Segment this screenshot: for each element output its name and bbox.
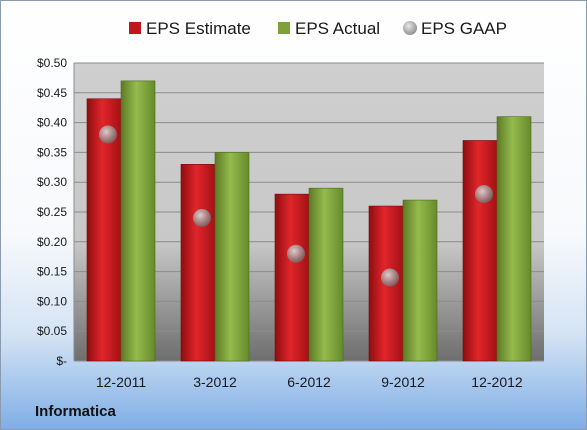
y-tick-label: $0.30 [37,175,67,189]
y-tick-label: $0.05 [37,324,67,338]
marker-eps-gaap-12-2012 [475,185,493,204]
y-tick-label: $0.40 [37,116,67,130]
bar-eps-actual-3-2012 [214,152,250,362]
x-tick-label: 12-2011 [96,374,147,390]
company-name: Informatica [35,403,116,420]
y-tick-label: $0.35 [37,145,67,159]
marker-eps-gaap-12-2011 [99,125,117,144]
marker-eps-gaap-3-2012 [193,208,211,227]
legend-label: EPS Estimate [146,19,251,38]
x-tick-label: 9-2012 [381,374,425,390]
bar-eps-actual-12-2011 [120,80,156,362]
y-tick-label: $0.15 [37,265,67,279]
y-tick-label: $0.25 [37,205,67,219]
bar-eps-actual-9-2012 [402,199,438,362]
legend-label: EPS GAAP [421,19,507,38]
bar-eps-estimate-6-2012 [274,193,310,362]
legend: EPS Estimate EPS Actual EPS GAAP [129,19,507,38]
y-axis: $- $0.05 $0.10 $0.15 $0.20 $0.25 $0.30 $0.35 $0.… [37,56,75,368]
marker-eps-gaap-9-2012 [381,268,399,287]
y-tick-label: $0.50 [37,56,67,70]
y-tick-label: $0.10 [37,294,67,308]
x-tick-label: 3-2012 [193,374,237,390]
legend-label: EPS Actual [295,19,380,38]
legend-swatch [403,21,417,35]
y-tick-label: $- [56,354,67,368]
y-tick-label: $0.20 [37,235,67,249]
gaap-markers [99,125,493,287]
legend-swatch [129,22,141,34]
y-tick-label: $0.45 [37,86,67,100]
bar-eps-actual-12-2012 [496,116,532,362]
bar-eps-estimate-12-2012 [462,140,498,362]
bar-eps-actual-6-2012 [308,187,344,362]
x-axis: 12-2011 3-2012 6-2012 9-2012 12-2012 [96,374,523,390]
bar-eps-estimate-3-2012 [180,164,216,362]
marker-eps-gaap-6-2012 [287,244,305,263]
bars [86,80,532,362]
x-tick-label: 12-2012 [471,374,523,390]
legend-swatch [278,22,290,34]
x-tick-label: 6-2012 [287,374,331,390]
